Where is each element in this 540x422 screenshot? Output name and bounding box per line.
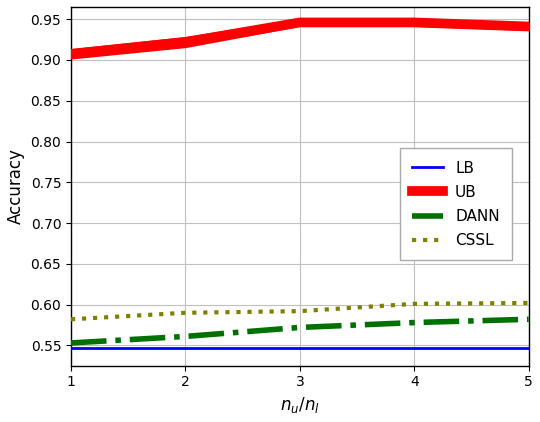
X-axis label: $n_u/n_l$: $n_u/n_l$	[280, 395, 320, 415]
Y-axis label: Accuracy: Accuracy	[7, 149, 25, 225]
Legend: LB, UB, DANN, CSSL: LB, UB, DANN, CSSL	[400, 148, 512, 260]
